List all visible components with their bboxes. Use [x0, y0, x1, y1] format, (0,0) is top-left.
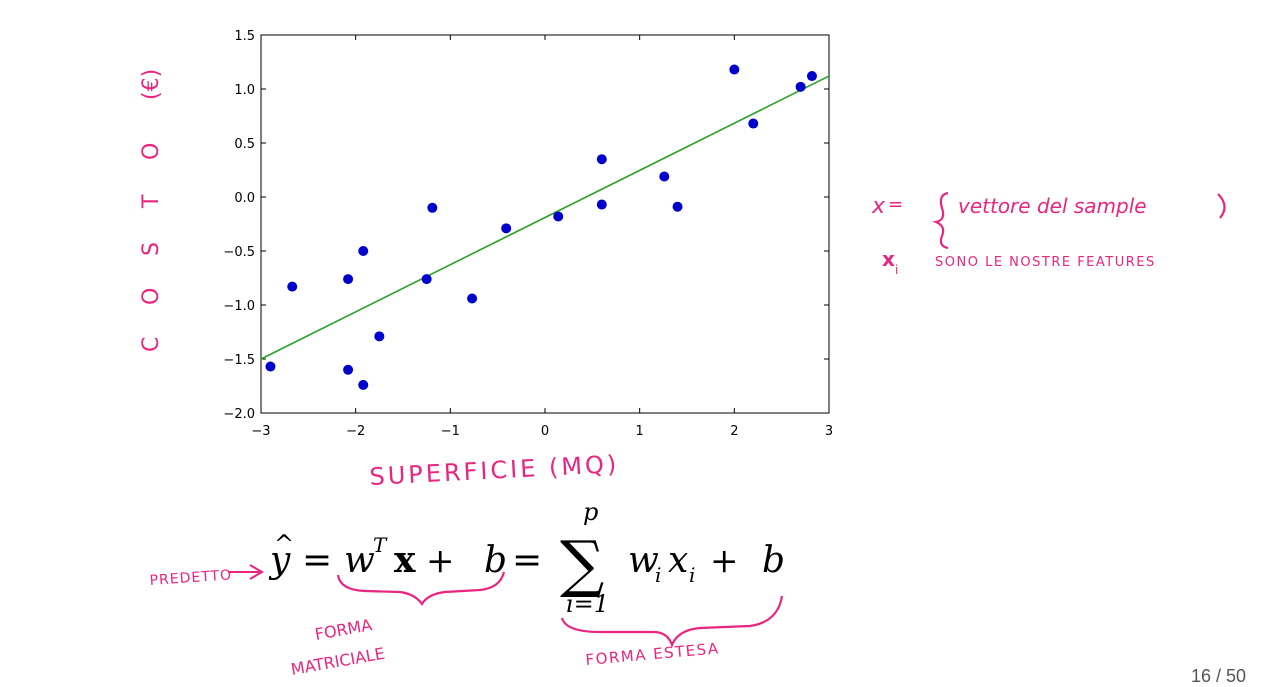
formula-wi-sub: i [655, 563, 661, 587]
fit-line [260, 75, 830, 360]
forma-matriciale-line1: FORMA [313, 615, 373, 644]
x-tick-label: −3 [251, 424, 270, 439]
forma-matriciale-line2: MATRICIALE [289, 644, 386, 679]
scatter-point [287, 281, 298, 292]
scatter-point [467, 293, 478, 304]
forma-estesa-label: FORMA ESTESA [585, 639, 721, 669]
xi-symbol: x [882, 247, 895, 271]
formula-plus2: + [710, 541, 739, 581]
formula-w: w [344, 540, 375, 581]
x-definition-note: x = vettore del sample [871, 191, 1226, 250]
x-tick-label: 3 [825, 424, 833, 439]
formula-plus1: + [426, 541, 455, 581]
formula-sum-lower: i=1 [566, 590, 609, 618]
scatter-point [343, 364, 354, 375]
ylabel-letter: C [139, 337, 164, 352]
scatter-point [265, 361, 276, 372]
arrow-head [249, 564, 264, 580]
predetto-label: PREDETTO [149, 567, 232, 589]
x-def-right-paren [1217, 193, 1226, 219]
scatter-point [553, 211, 564, 222]
matrix-form-brace [336, 571, 506, 607]
formula-wi: w [628, 540, 659, 581]
plot-frame [260, 34, 830, 414]
scatter-point [421, 274, 432, 285]
ylabel-letter: (€) [139, 69, 164, 100]
formula-eq2: = [512, 540, 542, 581]
scatter-point [729, 64, 740, 75]
scatter-point [343, 274, 354, 285]
ylabel-letter: S [139, 242, 164, 256]
formula-eq1: = [302, 540, 332, 581]
ylabel-letter: T [139, 194, 164, 209]
y-tick-label: −0.5 [223, 245, 255, 260]
scatter-point [672, 201, 683, 212]
xi-definition-note: x i SONO LE NOSTRE FEATURES [882, 247, 1156, 277]
formula-xi-sub: i [689, 563, 695, 587]
y-axis-handwritten-label: C O S T O (€) [139, 69, 164, 352]
axis-ticks: −3 −2 −1 0 1 2 3 1.5 1.0 0.5 0.0 −0.5 −1.0 −1.5 −2.0 [223, 29, 833, 439]
y-tick-label: −1.0 [223, 299, 255, 314]
extended-form-brace [560, 595, 784, 649]
scatter-point [374, 331, 385, 342]
formula-yhat: y [268, 540, 291, 581]
y-tick-label: 0.0 [234, 191, 255, 206]
predetto-note: PREDETTO [149, 564, 264, 589]
x-tick-label: −2 [346, 424, 365, 439]
scatter-point [427, 202, 438, 213]
formula-x: x [394, 539, 416, 581]
x-tick-label: 1 [636, 424, 644, 439]
ylabel-letter: O [139, 143, 164, 160]
scatter-point [358, 379, 369, 390]
x-tick-label: 0 [541, 424, 549, 439]
x-def-equals: = [888, 194, 903, 215]
x-axis-handwritten-label: SUPERFICIE (MQ) [369, 450, 620, 491]
x-tick-label: 2 [730, 424, 738, 439]
formula-T: T [373, 533, 388, 557]
y-tick-label: 0.5 [234, 137, 255, 152]
scatter-point [806, 71, 817, 82]
formula-sum-upper: p [583, 498, 598, 526]
fit-line-layer [260, 75, 830, 360]
x-def-symbol: x [871, 194, 886, 219]
formula-b1: b [484, 540, 507, 581]
scatter-point [596, 154, 607, 165]
x-def-text: vettore del sample [958, 194, 1147, 218]
scatter-point [501, 223, 512, 234]
y-tick-label: −1.5 [223, 353, 255, 368]
regression-formula: y ^ = w T x + b = ∑ p i=1 w i x i + b [268, 498, 785, 618]
formula-b2: b [762, 540, 785, 581]
scatter-points [265, 64, 817, 390]
x-tick-label: −1 [441, 424, 460, 439]
scatter-point [659, 171, 670, 182]
y-tick-label: −2.0 [223, 407, 255, 422]
y-tick-label: 1.5 [234, 29, 255, 44]
x-def-left-brace [932, 191, 949, 250]
scatter-point [358, 246, 369, 256]
formula-hat: ^ [274, 530, 294, 558]
scatter-point [748, 118, 759, 129]
scatter-point [795, 81, 806, 92]
ylabel-letter: O [139, 288, 164, 305]
formula-xi: x [668, 540, 688, 581]
page-number: 16 / 50 [1190, 666, 1246, 686]
y-tick-label: 1.0 [234, 83, 255, 98]
xi-subscript: i [895, 263, 898, 277]
formula-sum: ∑ [560, 527, 604, 600]
xi-text: SONO LE NOSTRE FEATURES [935, 255, 1156, 270]
scatter-point [596, 199, 607, 210]
